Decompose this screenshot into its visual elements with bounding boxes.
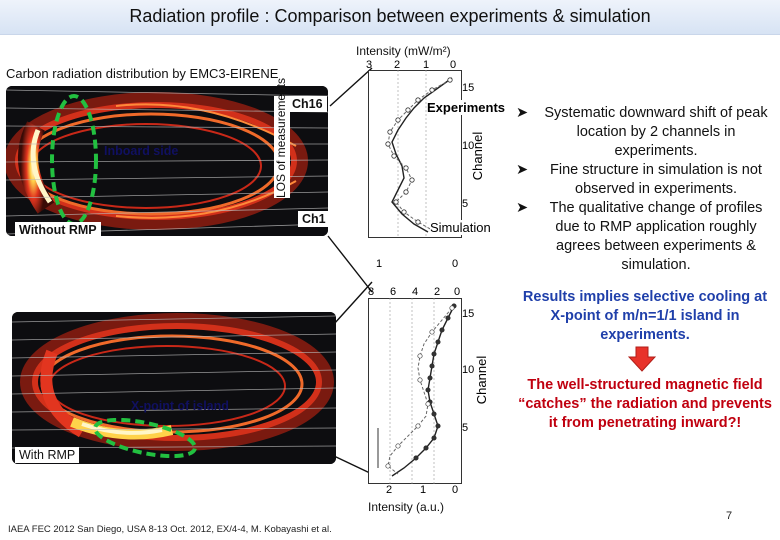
slide-title: Radiation profile : Comparison between e… xyxy=(129,6,651,26)
bottom-y-tick: 15 xyxy=(462,308,475,320)
footer-citation: IAEA FEC 2012 San Diego, USA 8-13 Oct. 2… xyxy=(8,524,332,535)
bottom-x-tick: 8 xyxy=(368,286,375,298)
bullet-item: ➤ Fine structure in simulation is not ob… xyxy=(514,161,776,199)
bullet-arrow-icon: ➤ xyxy=(516,200,529,216)
top-profile-plot xyxy=(368,70,462,238)
ch1-label: Ch1 xyxy=(298,211,330,227)
without-rmp-label: Without RMP xyxy=(15,222,101,238)
title-bar xyxy=(0,0,780,35)
bottom-bottom-tick: 0 xyxy=(452,484,459,496)
bottom-y-tick: 5 xyxy=(462,422,469,434)
inboard-side-label: Inboard side xyxy=(104,144,179,158)
plasma-image-with-rmp xyxy=(12,312,336,464)
bottom-y-tick: 10 xyxy=(462,364,475,376)
top-channel-label: Channel xyxy=(470,131,485,181)
pointer-lines xyxy=(327,67,373,475)
carbon-label: Carbon radiation distribution by EMC3-EI… xyxy=(6,66,279,81)
bottom-bottom-tick: 2 xyxy=(386,484,393,496)
top-axis-title: Intensity (mW/m²) xyxy=(356,44,451,58)
bullet-text: Systematic downward shift of peak locati… xyxy=(544,105,768,159)
top-y-tick: 10 xyxy=(462,140,475,152)
top-y-tick: 15 xyxy=(462,82,475,94)
bottom-y-ticks: 15 10 5 xyxy=(460,302,480,442)
bottom-x-tick: 4 xyxy=(412,286,419,298)
top-x-tick: 0 xyxy=(450,59,457,71)
bullet-text: Fine structure in simulation is not obse… xyxy=(550,162,762,197)
bullet-text: The qualitative change of profiles due t… xyxy=(549,200,763,273)
top-bottom-tick: 1 xyxy=(376,258,383,270)
simulation-label: Simulation xyxy=(430,220,491,235)
down-arrow-icon xyxy=(628,346,656,372)
top-y-tick: 5 xyxy=(462,198,469,210)
xpoint-highlight-ellipse xyxy=(93,418,197,458)
plasma-radiation-image-bottom xyxy=(12,312,336,464)
xpoint-label: X-point of island xyxy=(131,399,229,413)
top-x-tick: 2 xyxy=(394,59,401,71)
bottom-channel-label: Channel xyxy=(474,355,489,405)
bottom-profile-plot xyxy=(368,298,462,484)
bullet-arrow-icon: ➤ xyxy=(516,105,529,121)
inboard-highlight-ellipse xyxy=(50,94,98,226)
bottom-axis-title: Intensity (a.u.) xyxy=(368,500,445,514)
top-x-tick: 1 xyxy=(423,59,430,71)
experiments-label: Experiments xyxy=(427,100,506,115)
bullet-arrow-icon: ➤ xyxy=(516,162,529,178)
top-x-tick: 3 xyxy=(366,59,373,71)
bullet-item: ➤ The qualitative change of profiles due… xyxy=(514,199,776,275)
bottom-bottom-tick: 1 xyxy=(420,484,427,496)
top-bottom-tick: 0 xyxy=(452,258,459,270)
bottom-x-tick: 6 xyxy=(390,286,397,298)
bottom-x-tick: 0 xyxy=(454,286,461,298)
bullet-list: ➤ Systematic downward shift of peak loca… xyxy=(514,104,776,275)
ch16-label: Ch16 xyxy=(288,96,327,112)
results-text: Results implies selective cooling at X-p… xyxy=(522,289,768,343)
los-label: LOS of measurements xyxy=(274,77,290,198)
well-structured-text: The well-structured magnetic field “catc… xyxy=(518,377,772,431)
bottom-x-tick: 2 xyxy=(434,286,441,298)
with-rmp-label: With RMP xyxy=(15,447,80,463)
page-number: 7 xyxy=(726,510,733,522)
bullet-item: ➤ Systematic downward shift of peak loca… xyxy=(514,104,776,161)
